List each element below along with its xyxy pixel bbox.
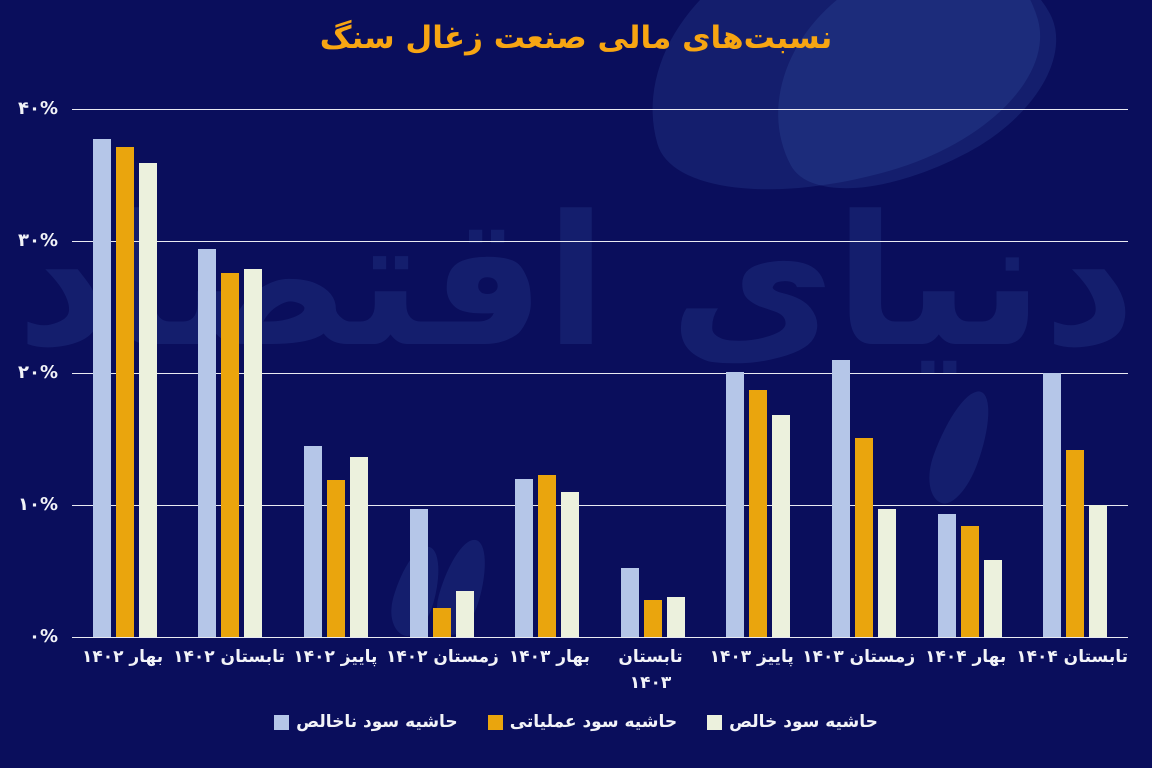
bar-gross — [409, 508, 428, 637]
bar-gross — [620, 568, 639, 637]
bar-group — [283, 109, 389, 637]
bar-group — [72, 109, 178, 637]
plot-area — [72, 109, 1128, 638]
bar-group — [178, 109, 284, 637]
bar-gross — [92, 139, 111, 637]
bar-group — [389, 109, 495, 637]
bar-gross — [1043, 373, 1062, 637]
chart-title: نسبت‌های مالی صنعت زغال سنگ — [319, 20, 833, 56]
bar-net — [877, 508, 896, 637]
x-axis-label: تابستان ۱۴۰۴ — [1016, 647, 1128, 667]
legend-swatch-operating-icon — [487, 714, 503, 730]
x-axis-label: بهار ۱۴۰۴ — [925, 647, 1007, 667]
bar-operating — [432, 607, 451, 637]
bar-net — [983, 560, 1002, 637]
bar-group — [1022, 109, 1128, 637]
legend-label: حاشیه سود خالص — [729, 712, 878, 732]
bar-net — [772, 415, 791, 637]
bar-net — [244, 268, 263, 637]
gridline — [72, 637, 1128, 638]
bar-net — [666, 597, 685, 637]
bar-gross — [937, 514, 956, 637]
x-axis-label: تابستان ۱۴۰۳ — [618, 647, 683, 693]
bar-gross — [303, 445, 322, 637]
bar-operating — [326, 479, 345, 637]
bar-net — [138, 163, 157, 637]
x-axis-label: بهار ۱۴۰۳ — [508, 647, 591, 667]
legend-label: حاشیه سود ناخالص — [296, 712, 458, 732]
legend-item: حاشیه سود ناخالص — [274, 712, 458, 732]
y-tick-label: ۲۰% — [17, 362, 58, 383]
gridline — [72, 109, 1128, 110]
bar-group — [600, 109, 706, 637]
bar-group — [917, 109, 1023, 637]
bar-net — [455, 590, 474, 637]
bar-operating — [643, 600, 662, 637]
y-tick-label: ۳۰% — [17, 230, 58, 251]
y-tick-label: ۱۰% — [17, 494, 58, 515]
bar-operating — [960, 526, 979, 637]
gridline — [72, 505, 1128, 506]
bar-operating — [538, 474, 557, 637]
legend-item: حاشیه سود عملیاتی — [487, 712, 678, 732]
bar-group — [706, 109, 812, 637]
bar-operating — [1066, 449, 1085, 637]
bar-operating — [749, 390, 768, 637]
x-axis-label: زمستان ۱۴۰۲ — [385, 647, 499, 667]
bar-operating — [115, 147, 134, 637]
legend: حاشیه سود ناخالص حاشیه سود عملیاتی حاشیه س… — [0, 712, 1152, 732]
gridline — [72, 241, 1128, 242]
y-tick-label: ۴۰% — [17, 98, 58, 119]
legend-item: حاشیه سود خالص — [707, 712, 878, 732]
x-axis-label: تابستان ۱۴۰۲ — [173, 647, 285, 667]
bar-gross — [198, 248, 217, 637]
x-axis-label: زمستان ۱۴۰۳ — [802, 647, 916, 667]
bar-gross — [726, 371, 745, 637]
x-axis-label: پاییز ۱۴۰۳ — [709, 647, 794, 667]
bar-operating — [221, 272, 240, 637]
bar-groups — [72, 109, 1128, 637]
bar-group — [811, 109, 917, 637]
x-axis-label: پاییز ۱۴۰۲ — [293, 647, 378, 667]
bar-operating — [854, 437, 873, 637]
bar-net — [349, 457, 368, 637]
x-axis: بهار ۱۴۰۲ تابستان ۱۴۰۲ پاییز ۱۴۰۲ زمستان ۱۴… — [72, 645, 1128, 696]
x-axis-label: بهار ۱۴۰۲ — [81, 647, 164, 667]
legend-swatch-gross-icon — [274, 714, 290, 730]
bar-net — [561, 491, 580, 637]
gridline — [72, 373, 1128, 374]
legend-label: حاشیه سود عملیاتی — [509, 712, 678, 732]
bar-gross — [831, 359, 850, 637]
bar-group — [494, 109, 600, 637]
bar-gross — [515, 478, 534, 637]
legend-swatch-net-icon — [707, 714, 723, 730]
bar-net — [1089, 505, 1108, 637]
y-tick-label: ۰% — [28, 626, 58, 647]
